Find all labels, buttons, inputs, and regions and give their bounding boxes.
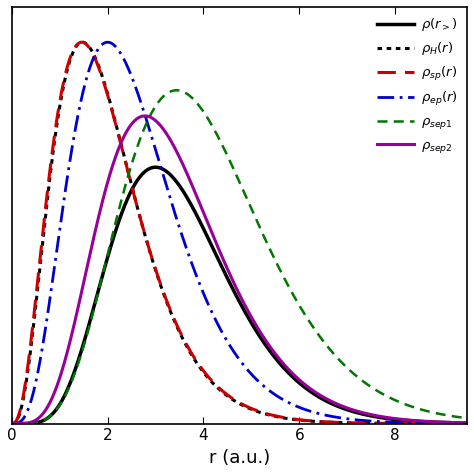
$\rho_{ep}(r)$ [105, 39, 110, 45]
$\rho_H(r)$ [406, 421, 412, 427]
$\rho_{sp}(r)$ [456, 421, 461, 427]
$\rho_{ep}(r)$ [61, 199, 66, 205]
Line: $\rho_{sep2}$: $\rho_{sep2}$ [12, 116, 467, 424]
$\rho_{sep2}$ [456, 420, 461, 426]
$\rho_{sep1}$ [464, 415, 470, 421]
$\rho_{sp}(r)$ [88, 47, 94, 53]
$\rho_{sp}(r)$ [203, 372, 209, 377]
$\rho_{sep2}$ [9, 421, 15, 427]
$\rho_{sp}(r)$ [61, 79, 66, 84]
$\rho_H(r)$ [80, 39, 85, 45]
Line: $\rho_{sep1}$: $\rho_{sep1}$ [12, 90, 467, 424]
$\rho_{sep1}$ [406, 403, 412, 409]
$\rho_{sep1}$ [456, 414, 461, 420]
$\rho_{sep2}$ [464, 420, 470, 426]
$\rho_{sep2}$ [183, 170, 189, 175]
$\rho_{ep}(r)$ [203, 297, 209, 303]
$\rho(r_{>})$ [203, 231, 209, 237]
$\rho_{ep}(r)$ [406, 420, 412, 426]
$\rho(r_{>})$ [464, 420, 470, 426]
$\rho(r_{>})$ [88, 316, 93, 321]
Line: $\rho(r_{>})$: $\rho(r_{>})$ [12, 167, 467, 424]
$\rho_H(r)$ [183, 343, 189, 349]
$\rho_H(r)$ [61, 82, 66, 88]
$\rho_{ep}(r)$ [456, 420, 461, 426]
$\rho_{sp}(r)$ [9, 421, 15, 427]
$\rho(r_{>})$ [406, 418, 412, 424]
X-axis label: r (a.u.): r (a.u.) [209, 449, 270, 467]
$\rho_{ep}(r)$ [9, 421, 15, 427]
$\rho_{sep2}$ [406, 417, 412, 423]
$\rho_{sep2}$ [203, 217, 209, 222]
$\rho_{sep1}$ [61, 396, 66, 401]
$\rho_{sep1}$ [183, 91, 189, 96]
$\rho(r_{>})$ [9, 421, 15, 427]
$\rho_H(r)$ [456, 421, 461, 427]
$\rho_{sep2}$ [142, 113, 148, 119]
$\rho_{sp}(r)$ [406, 420, 412, 426]
$\rho_H(r)$ [203, 373, 209, 379]
$\rho_H(r)$ [464, 421, 470, 427]
$\rho_{ep}(r)$ [183, 246, 189, 251]
$\rho(r_{>})$ [456, 420, 461, 426]
$\rho_{sep1}$ [203, 113, 209, 119]
$\rho_{sep2}$ [88, 248, 93, 254]
$\rho_H(r)$ [88, 46, 94, 52]
$\rho_{sep1}$ [88, 319, 93, 324]
$\rho_{ep}(r)$ [464, 420, 470, 426]
$\rho_{sep1}$ [173, 87, 179, 93]
$\rho_{sp}(r)$ [79, 39, 84, 45]
Line: $\rho_{sp}(r)$: $\rho_{sp}(r)$ [12, 42, 467, 424]
$\rho_{sp}(r)$ [183, 342, 189, 347]
$\rho_{sep1}$ [9, 421, 15, 427]
$\rho_{ep}(r)$ [88, 62, 93, 68]
$\rho_{sep2}$ [61, 362, 66, 368]
Line: $\rho_{ep}(r)$: $\rho_{ep}(r)$ [12, 42, 467, 424]
Line: $\rho_H(r)$: $\rho_H(r)$ [12, 42, 467, 424]
$\rho(r_{>})$ [61, 394, 66, 400]
$\rho(r_{>})$ [153, 164, 158, 170]
Legend: $\rho(r_{>})$, $\rho_H(r)$, $\rho_{sp}(r)$, $\rho_{ep}(r)$, $\rho_{sep1}$, $\rho: $\rho(r_{>})$, $\rho_H(r)$, $\rho_{sp}(r… [372, 11, 463, 160]
$\rho_{sp}(r)$ [464, 421, 470, 427]
$\rho_H(r)$ [9, 421, 15, 427]
$\rho(r_{>})$ [183, 194, 189, 200]
